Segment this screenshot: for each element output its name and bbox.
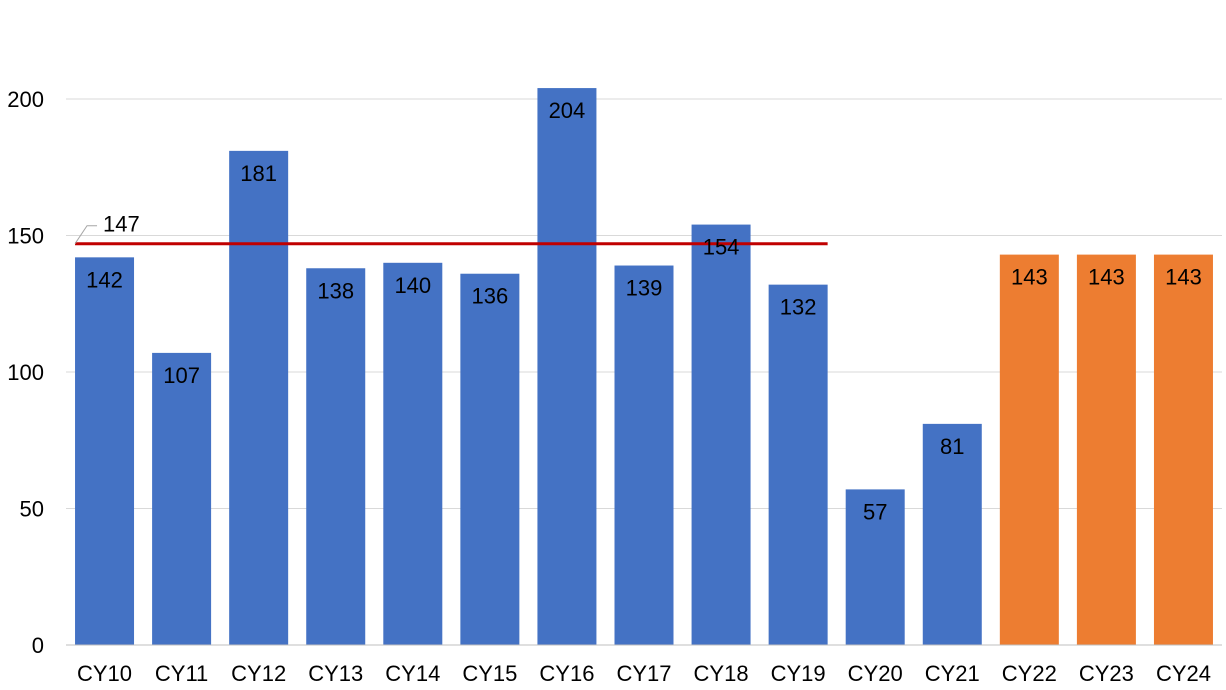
x-tick-label: CY12 xyxy=(231,661,286,686)
data-label-cy15: 136 xyxy=(472,284,509,309)
x-tick-label: CY16 xyxy=(539,661,594,686)
x-tick-label: CY17 xyxy=(616,661,671,686)
data-label-cy11: 107 xyxy=(163,363,200,388)
data-label-cy19: 132 xyxy=(780,295,817,320)
bar-cy14 xyxy=(383,262,443,645)
x-tick-label: CY23 xyxy=(1079,661,1134,686)
y-tick-label: 50 xyxy=(20,497,44,522)
data-label-cy12: 181 xyxy=(240,161,277,186)
y-axis-ticks: 0 50 100 150 200 xyxy=(7,87,44,658)
x-tick-label: CY15 xyxy=(462,661,517,686)
x-tick-label: CY21 xyxy=(925,661,980,686)
x-tick-label: CY24 xyxy=(1156,661,1211,686)
bar-cy18 xyxy=(691,224,751,645)
x-tick-label: CY11 xyxy=(155,661,208,686)
data-label-cy16: 204 xyxy=(549,98,586,123)
data-label-cy10: 142 xyxy=(86,267,123,292)
data-label-cy24: 143 xyxy=(1165,265,1202,290)
data-label-cy23: 143 xyxy=(1088,265,1125,290)
reference-line-label: 147 xyxy=(103,212,140,237)
category-labels: CY10 CY11 CY12 CY13 CY14 CY15 CY16 CY17 CY18 CY19… xyxy=(77,661,1211,686)
data-label-cy17: 139 xyxy=(626,276,663,301)
x-tick-label: CY10 xyxy=(77,661,132,686)
reference-line-group: 147 xyxy=(74,212,828,246)
bar-cy22 xyxy=(999,254,1059,646)
data-label-cy22: 143 xyxy=(1011,265,1048,290)
data-label-cy13: 138 xyxy=(317,278,354,303)
y-tick-label: 150 xyxy=(7,224,44,249)
bar-cy23 xyxy=(1076,254,1136,646)
bar-cy24 xyxy=(1153,254,1213,646)
data-label-cy21: 81 xyxy=(940,434,964,459)
x-tick-label: CY18 xyxy=(694,661,749,686)
bar-cy10 xyxy=(75,257,135,645)
bar-cy16 xyxy=(537,88,597,645)
y-tick-label: 0 xyxy=(32,633,44,658)
bar-cy20 xyxy=(845,489,905,645)
bar-cy19 xyxy=(768,284,828,645)
data-label-cy18: 154 xyxy=(703,235,740,260)
bar-cy15 xyxy=(460,273,520,645)
x-tick-label: CY14 xyxy=(385,661,440,686)
bar-cy11 xyxy=(152,352,212,645)
x-tick-label: CY19 xyxy=(771,661,826,686)
y-tick-label: 100 xyxy=(7,360,44,385)
data-labels: 142 107 181 138 140 136 204 139 154 132 57 81 143 143… xyxy=(86,98,1202,524)
bar-cy17 xyxy=(614,265,674,645)
reference-leader-line xyxy=(74,225,98,244)
x-tick-label: CY20 xyxy=(848,661,903,686)
bar-cy13 xyxy=(306,268,366,645)
bar-cy12 xyxy=(229,150,289,645)
bar-cy21 xyxy=(922,423,982,645)
y-tick-label: 200 xyxy=(7,87,44,112)
data-label-cy20: 57 xyxy=(863,499,887,524)
x-tick-label: CY22 xyxy=(1002,661,1057,686)
bars xyxy=(75,88,1213,646)
x-tick-label: CY13 xyxy=(308,661,363,686)
data-label-cy14: 140 xyxy=(394,273,431,298)
